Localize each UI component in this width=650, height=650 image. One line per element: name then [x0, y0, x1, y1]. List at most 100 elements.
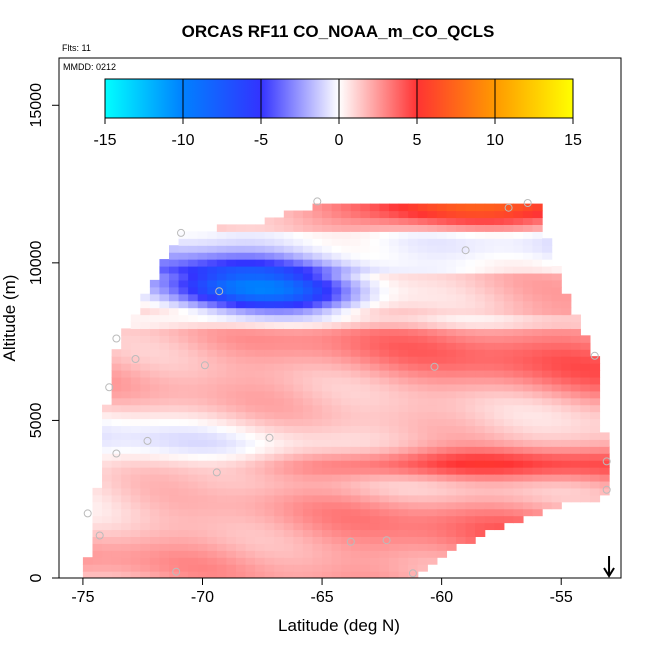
heatmap-cell — [140, 460, 151, 468]
heatmap-cell — [102, 418, 113, 427]
heatmap-cell — [389, 397, 400, 406]
heatmap-cell — [455, 259, 467, 267]
heatmap-cell — [341, 536, 352, 544]
heatmap-cell — [360, 217, 371, 225]
heatmap-cell — [369, 501, 381, 510]
heatmap-cell — [207, 536, 218, 544]
heatmap-cell — [121, 474, 132, 482]
heatmap-cell — [159, 286, 170, 295]
heatmap-cell — [446, 487, 457, 496]
heatmap-cell — [302, 286, 314, 295]
heatmap-cell — [264, 411, 275, 420]
heatmap-cell — [475, 418, 486, 427]
heatmap-cell — [369, 210, 381, 219]
heatmap-cell — [264, 238, 275, 246]
heatmap-cell — [140, 564, 151, 572]
heatmap-cell — [312, 543, 323, 551]
heatmap-cell — [226, 453, 237, 461]
heatmap-cell — [446, 224, 457, 232]
heatmap-cell — [283, 474, 294, 482]
heatmap-cell — [398, 272, 409, 281]
heatmap-cell — [532, 460, 543, 468]
heatmap-cell — [322, 328, 333, 336]
heatmap-cell — [427, 328, 438, 336]
heatmap-cell — [360, 314, 371, 323]
heatmap-cell — [207, 425, 218, 433]
heatmap-cell — [159, 508, 170, 517]
heatmap-cell — [389, 432, 400, 440]
heatmap-cell — [503, 508, 514, 517]
heatmap-cell — [494, 314, 505, 323]
heatmap-cell — [274, 536, 285, 544]
heatmap-cell — [264, 432, 275, 440]
heatmap-cell — [484, 266, 495, 274]
heatmap-cell — [551, 383, 562, 392]
heatmap-cell — [522, 238, 534, 246]
heatmap-cell — [350, 383, 361, 392]
heatmap-cell — [331, 210, 342, 219]
heatmap-cell — [494, 411, 505, 420]
heatmap-cell — [465, 224, 476, 232]
heatmap-cell — [102, 480, 113, 489]
heatmap-cell — [360, 397, 371, 406]
heatmap-cell — [436, 266, 448, 274]
heatmap-cell — [159, 439, 170, 447]
heatmap-cell — [408, 522, 419, 531]
heatmap-cell — [169, 453, 180, 461]
heatmap-cell — [322, 550, 333, 558]
heatmap-cell — [522, 307, 534, 316]
heatmap-cell — [293, 376, 304, 385]
heatmap-cell — [245, 418, 256, 427]
heatmap-cell — [532, 307, 543, 316]
heatmap-cell — [408, 335, 419, 343]
sample-point — [313, 197, 322, 206]
heatmap-cell — [331, 245, 342, 253]
heatmap-cell — [561, 432, 572, 440]
heatmap-cell — [542, 335, 553, 343]
heatmap-cell — [302, 474, 314, 482]
heatmap-cell — [341, 286, 352, 295]
heatmap-cell — [235, 383, 247, 392]
heatmap-cell — [513, 411, 524, 420]
heatmap-cell — [188, 557, 199, 565]
heatmap-cell — [159, 279, 170, 288]
heatmap-cell — [111, 480, 122, 489]
heatmap-cell — [484, 376, 495, 385]
sample-point — [143, 436, 152, 445]
heatmap-cell — [130, 487, 141, 496]
heatmap-cell — [389, 557, 400, 565]
heatmap-cell — [111, 460, 122, 468]
heatmap-cell — [302, 446, 314, 454]
heatmap-cell — [417, 300, 428, 309]
heatmap-cell — [169, 404, 180, 413]
heatmap-cell — [494, 266, 505, 274]
heatmap-cell — [169, 300, 180, 309]
heatmap-cell — [475, 245, 486, 253]
heatmap-cell — [484, 286, 495, 295]
heatmap-cell — [197, 370, 208, 378]
heatmap-cell — [255, 356, 266, 364]
heatmap-cell — [264, 293, 275, 302]
heatmap-cell — [398, 557, 409, 565]
heatmap-cell — [350, 217, 361, 225]
heatmap-cell — [293, 245, 304, 253]
heatmap-cell — [417, 349, 428, 357]
heatmap-cell — [121, 370, 132, 378]
heatmap-cell — [484, 231, 495, 239]
heatmap-cell — [350, 501, 361, 510]
heatmap-cell — [130, 480, 141, 489]
heatmap-cell — [360, 460, 371, 468]
heatmap-cell — [322, 224, 333, 232]
heatmap-cell — [484, 252, 495, 260]
heatmap-cell — [427, 245, 438, 253]
heatmap-cell — [188, 300, 199, 309]
heatmap-cell — [417, 418, 428, 427]
sample-point — [172, 567, 181, 576]
heatmap-cell — [350, 515, 361, 524]
heatmap-cell — [322, 272, 333, 281]
heatmap-cell — [226, 363, 237, 371]
heatmap-cell — [293, 432, 304, 440]
heatmap-cell — [484, 453, 495, 461]
heatmap-cell — [542, 404, 553, 413]
heatmap-cell — [283, 411, 294, 420]
